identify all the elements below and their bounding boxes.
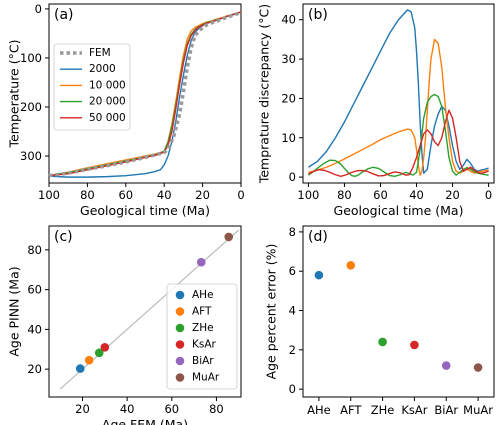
x-tick-label: 40 (157, 188, 172, 202)
point-KsAr (100, 342, 110, 352)
point-MuAr (224, 232, 234, 242)
x-tick-label: BiAr (434, 403, 458, 417)
legend-marker (175, 373, 185, 382)
y-axis-label: Age PINN (Ma) (7, 266, 22, 356)
y-tick-label: 40 (281, 13, 296, 27)
point-ZHe (94, 348, 104, 358)
x-tick-label: 60 (164, 402, 179, 416)
point-BiAr (196, 257, 206, 267)
x-tick-label: KsAr (401, 403, 427, 417)
panel-c: 20 40 60 80 20 40 60 80 Age FEM (Ma) Age PINN (Ma… (7, 225, 242, 425)
y-tick-label: 20 (281, 91, 296, 105)
legend-label: 50 000 (89, 112, 126, 124)
point-BiAr (441, 361, 451, 370)
series-50000-line (308, 109, 489, 178)
x-tick-label: 20 (75, 402, 90, 416)
y-tick-label: 300 (20, 149, 42, 163)
series-FEM-line (48, 10, 242, 178)
panel-label: (d) (308, 229, 328, 245)
plot-frame (302, 3, 495, 184)
legend-marker (175, 307, 185, 316)
legend-label: KsAr (192, 339, 217, 351)
plot-frame (302, 225, 495, 398)
legend: AHe AFT ZHe KsAr BiAr MuAr (166, 283, 238, 390)
y-tick-label: 20 (27, 362, 42, 376)
legend: FEM 2000 10 000 20 000 50 000 (53, 43, 131, 131)
x-tick-label: 40 (409, 188, 424, 202)
legend-box (53, 43, 131, 131)
x-tick-label: 60 (118, 188, 133, 202)
x-tick-label: AHe (307, 403, 331, 417)
x-axis-label: Geological time (Ma) (334, 203, 464, 218)
y-tick-label: 0 (35, 2, 42, 16)
y-tick-label: 0 (289, 382, 296, 396)
legend-label: 10 000 (89, 79, 126, 91)
legend-label: AHe (192, 289, 214, 301)
legend-label: FEM (89, 47, 111, 59)
legend-marker (175, 340, 185, 349)
y-tick-label: 40 (27, 322, 42, 336)
point-ZHe (378, 337, 387, 347)
legend-label: AFT (192, 306, 212, 318)
y-tick-label: 10 (281, 131, 296, 145)
x-tick-label: 0 (485, 188, 492, 202)
y-tick-label: 100 (20, 51, 42, 65)
x-tick-label: 20 (445, 188, 460, 202)
x-axis-label: Geological time (Ma) (80, 203, 210, 218)
legend-marker (175, 323, 185, 333)
series-2000-line (308, 9, 489, 174)
panel-label: (a) (54, 7, 74, 23)
y-axis-label: Age percent error (%) (264, 244, 279, 380)
x-tick-label: 80 (337, 188, 352, 202)
point-KsAr (410, 340, 419, 350)
y-tick-label: 6 (289, 264, 296, 278)
legend-box (166, 283, 238, 390)
y-tick-label: 8 (289, 225, 296, 239)
x-tick-label: 100 (297, 188, 319, 202)
panel-label: (c) (54, 229, 73, 245)
legend-marker (175, 290, 185, 300)
y-tick-label: 60 (27, 283, 42, 297)
x-tick-label: 0 (237, 188, 244, 202)
x-tick-label: ZHe (371, 403, 395, 417)
point-AHe (75, 364, 85, 373)
y-tick-label: 4 (289, 304, 296, 318)
x-axis-label: Age FEM (Ma) (102, 417, 188, 425)
series-10000-line (308, 38, 489, 176)
x-tick-label: 60 (373, 188, 388, 202)
y-tick-label: 200 (20, 100, 42, 114)
point-AFT (346, 261, 356, 270)
legend-label: 20 000 (89, 96, 126, 108)
legend-marker (175, 356, 185, 366)
y-axis-label: Temperature (°C) (7, 40, 22, 149)
plot-frame (48, 225, 242, 398)
x-tick-label: MuAr (463, 403, 493, 417)
y-axis-label: Temprature discrepancy (°C) (257, 4, 272, 184)
x-tick-label: 80 (80, 188, 95, 202)
point-AHe (314, 270, 324, 280)
plot-frame (48, 3, 242, 184)
legend-label: 2000 (89, 63, 116, 75)
x-tick-label: AFT (340, 403, 362, 417)
y-tick-label: 80 (27, 243, 42, 257)
x-tick-label: 80 (209, 402, 224, 416)
legend-label: MuAr (192, 372, 220, 384)
legend-label: BiAr (192, 355, 214, 367)
y-tick-label: 2 (289, 343, 296, 357)
panel-label: (b) (308, 7, 328, 23)
x-tick-label: 40 (120, 402, 135, 416)
x-tick-label: 20 (195, 188, 210, 202)
y-tick-label: 30 (281, 52, 296, 66)
panel-d: AHe AFT ZHe KsAr BiAr MuAr 0 2 4 6 8 Age percent er… (264, 225, 495, 417)
legend-label: ZHe (192, 322, 214, 334)
y-tick-label: 0 (289, 170, 296, 184)
x-tick-label: 100 (38, 188, 60, 202)
point-AFT (84, 355, 94, 365)
point-MuAr (473, 363, 483, 372)
